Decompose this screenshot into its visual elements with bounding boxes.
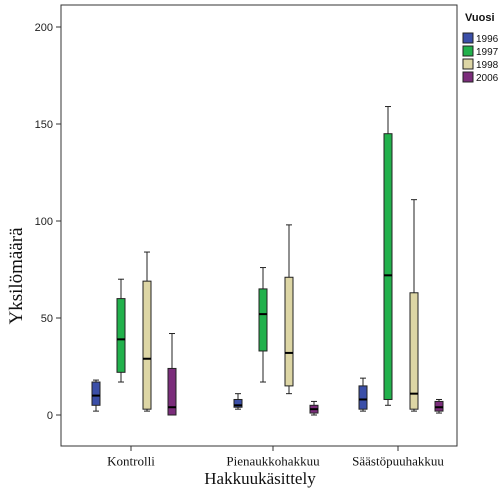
x-tick-label: Pienaukkohakkuu: [226, 453, 320, 468]
box-body: [409, 292, 419, 410]
box-body: [167, 367, 177, 416]
box-body: [258, 288, 268, 352]
legend-swatch-1996: [462, 32, 474, 44]
box-1996-Pienaukkohakkuu: [233, 393, 243, 410]
box-2006-Kontrolli: [167, 333, 177, 416]
x-tick-label: Säästöpuuhakkuu: [352, 453, 444, 468]
x-axis-title: Hakkuukäsittely: [204, 469, 316, 488]
legend-swatch-2006: [462, 71, 474, 83]
x-tick-label: Kontrolli: [107, 453, 155, 468]
box-1997-Kontrolli: [116, 278, 126, 383]
legend-title: Vuosi: [465, 12, 495, 24]
box-2006-Pienaukkohakkuu: [309, 400, 319, 416]
box-body: [383, 133, 393, 400]
box-body: [116, 298, 126, 373]
box-1998-Kontrolli: [142, 251, 152, 412]
box-body: [284, 276, 294, 387]
box-1998-Säästöpuuhakkuu: [409, 199, 419, 412]
box-1996-Kontrolli: [91, 379, 101, 412]
box-1997-Pienaukkohakkuu: [258, 267, 268, 383]
legend-label-1997: 1997: [476, 47, 499, 58]
boxes: [91, 106, 444, 416]
box-body: [142, 280, 152, 410]
box-body: [233, 398, 243, 408]
box-body: [358, 385, 368, 410]
plot-area: [60, 4, 458, 447]
y-tick-label: 0: [47, 410, 53, 422]
y-tick-label: 50: [41, 313, 53, 325]
y-axis: 0 50 100 150 200: [35, 22, 61, 422]
x-axis: Kontrolli Pienaukkohakkuu Säästöpuuhakkuu: [107, 446, 444, 468]
legend: Vuosi 1996 1997 1998 2006: [462, 12, 499, 84]
box-1996-Säästöpuuhakkuu: [358, 377, 368, 412]
legend-label-2006: 2006: [476, 73, 499, 84]
box-2006-Säästöpuuhakkuu: [434, 398, 444, 414]
box-1997-Säästöpuuhakkuu: [383, 106, 393, 406]
legend-swatch-1998: [462, 58, 474, 70]
legend-items: 1996 1997 1998 2006: [462, 32, 499, 84]
y-tick-label: 200: [35, 22, 53, 34]
box-body: [91, 381, 101, 406]
legend-swatch-1997: [462, 45, 474, 57]
legend-label-1996: 1996: [476, 34, 499, 45]
y-axis-title: Yksilömäärä: [6, 227, 27, 325]
box-1998-Pienaukkohakkuu: [284, 224, 294, 395]
y-tick-label: 150: [35, 119, 53, 131]
legend-label-1998: 1998: [476, 60, 499, 71]
y-tick-label: 100: [35, 216, 53, 228]
